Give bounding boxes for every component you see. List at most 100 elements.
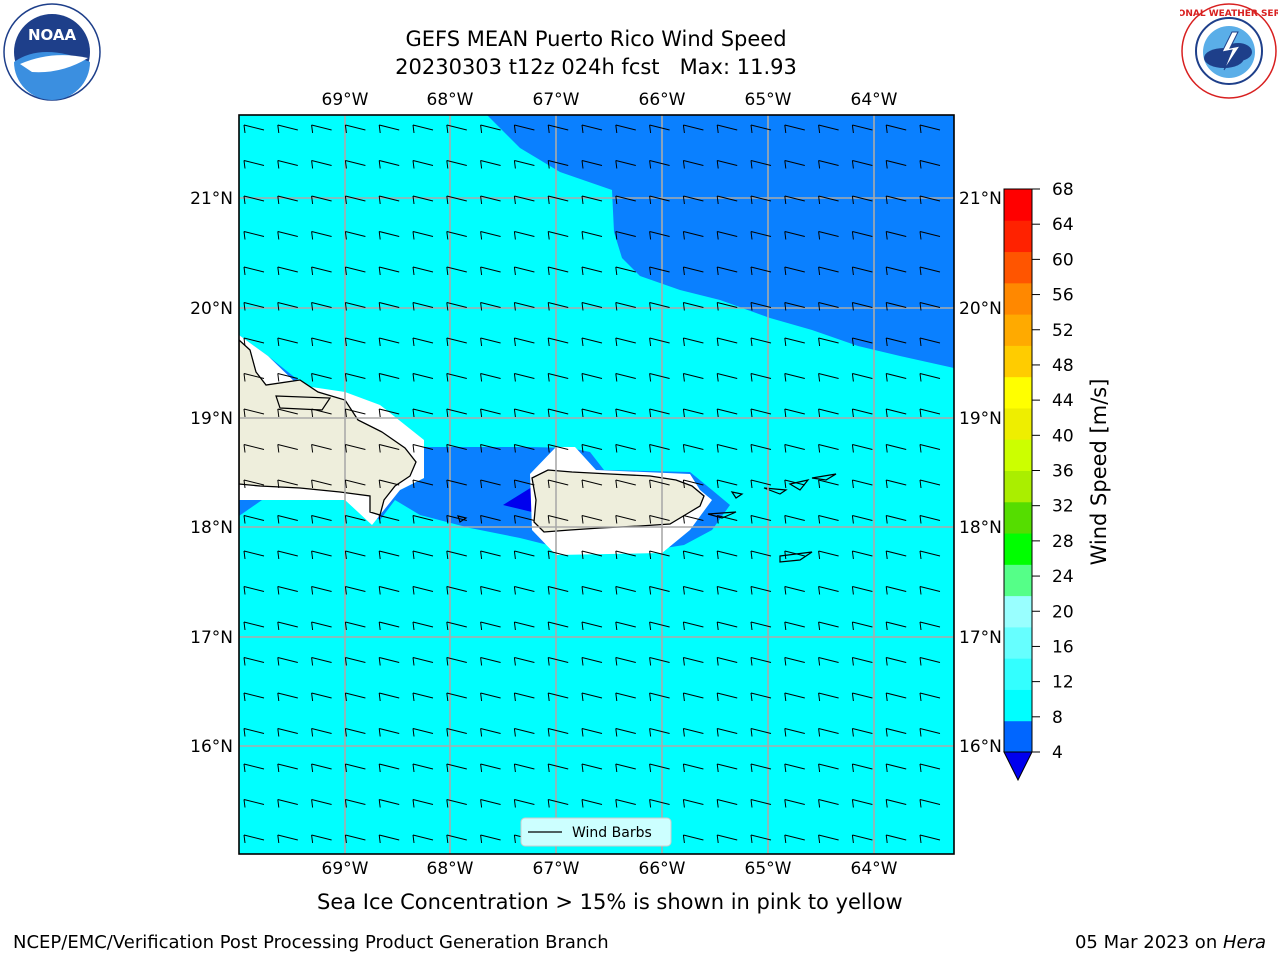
footer-date-text: 05 Mar 2023 on <box>1074 932 1223 953</box>
wind-barb <box>851 479 873 489</box>
wind-barb <box>344 657 366 666</box>
wind-barb <box>851 302 873 311</box>
wind-barb <box>513 266 535 276</box>
wind-barb <box>277 657 298 666</box>
wind-barb <box>547 160 569 169</box>
wind-barb <box>311 160 332 169</box>
wind-barb <box>615 657 636 666</box>
wind-barb <box>716 408 738 418</box>
wind-barb <box>480 799 501 808</box>
wind-barb <box>277 479 298 489</box>
chart-title-line1: GEFS MEAN Puerto Rico Wind Speed <box>405 27 787 51</box>
wind-barb <box>784 444 805 453</box>
wind-barb <box>243 586 265 595</box>
colorbar-tick-label: 16 <box>1052 637 1074 657</box>
wind-barb <box>919 373 941 382</box>
wind-barb <box>378 479 400 489</box>
wind-barb <box>784 692 805 702</box>
wind-barb <box>682 692 704 702</box>
wind-barb <box>311 337 332 347</box>
wind-barb <box>277 515 298 524</box>
wind-barb <box>851 550 873 560</box>
wind-barb <box>412 266 434 276</box>
lon-label: 64°W <box>851 859 898 879</box>
wind-barb <box>480 124 501 134</box>
lat-label: 16°N <box>959 737 1002 757</box>
wind-barb <box>818 763 839 773</box>
wind-barb <box>344 834 366 844</box>
wind-barb <box>716 337 738 347</box>
colorbar-cell <box>1004 470 1032 503</box>
wind-barb <box>716 515 738 524</box>
wind-barb <box>682 444 704 453</box>
wind-barb <box>513 550 535 560</box>
lat-label: 18°N <box>959 518 1002 538</box>
calm-region-northeast <box>487 115 954 368</box>
lat-label: 21°N <box>190 189 233 209</box>
colorbar-cell <box>1004 626 1032 659</box>
wind-barb <box>851 621 873 631</box>
wind-barb <box>750 444 772 453</box>
wind-barb <box>851 763 873 773</box>
wind-barb <box>818 799 839 808</box>
wind-barb <box>344 373 366 382</box>
wind-barb <box>311 728 332 737</box>
colorbar-tick-label: 36 <box>1052 462 1074 482</box>
wind-barb <box>547 550 569 560</box>
wind-barb <box>513 337 535 347</box>
wind-barb <box>344 124 366 134</box>
wind-barb <box>919 728 941 737</box>
wind-barb <box>243 444 265 453</box>
wind-barb <box>818 302 839 311</box>
wind-barb <box>784 515 805 524</box>
wind-barb <box>277 799 298 808</box>
wind-barb <box>513 302 535 311</box>
wind-barb <box>378 231 400 240</box>
wind-barb <box>919 550 941 560</box>
wind-barb <box>277 195 298 205</box>
wind-barb <box>480 444 501 453</box>
wind-barb <box>716 195 738 205</box>
wind-barb <box>682 231 704 240</box>
wind-barb <box>919 586 941 595</box>
wind-barb <box>919 124 941 134</box>
wind-barb <box>851 692 873 702</box>
wind-barb <box>851 657 873 666</box>
wind-barb <box>412 657 434 666</box>
wind-barb <box>581 763 603 773</box>
wind-barb <box>446 444 467 453</box>
wind-barb <box>885 444 907 453</box>
wind-barb <box>412 160 434 169</box>
wind-barb <box>649 621 670 631</box>
wind-barb <box>682 586 704 595</box>
wind-barb <box>784 621 805 631</box>
colorbar-cell <box>1004 595 1032 628</box>
wind-barb <box>446 621 467 631</box>
wind-barb <box>885 337 907 347</box>
wind-barb <box>480 160 501 169</box>
wind-barb <box>480 728 501 737</box>
wind-barb <box>378 586 400 595</box>
wind-barb <box>784 195 805 205</box>
wind-barb <box>344 266 366 276</box>
wind-barb <box>615 231 636 240</box>
wind-barb <box>885 834 907 844</box>
wind-barb <box>716 266 738 276</box>
wind-barb <box>919 479 941 489</box>
wind-barb <box>682 479 704 489</box>
colorbar-tick-label: 8 <box>1052 708 1063 728</box>
wind-barb <box>243 373 265 382</box>
wind-barb <box>818 657 839 666</box>
lon-label: 69°W <box>322 90 369 110</box>
colorbar-tick-label: 12 <box>1052 673 1074 693</box>
wind-barb <box>412 337 434 347</box>
wind-barb <box>716 160 738 169</box>
wind-barb <box>885 160 907 169</box>
wind-barb <box>818 621 839 631</box>
wind-barb <box>243 550 265 560</box>
wind-barb <box>851 195 873 205</box>
wind-barb <box>513 124 535 134</box>
wind-barb <box>750 799 772 808</box>
wind-barb <box>682 195 704 205</box>
wind-barb <box>378 621 400 631</box>
